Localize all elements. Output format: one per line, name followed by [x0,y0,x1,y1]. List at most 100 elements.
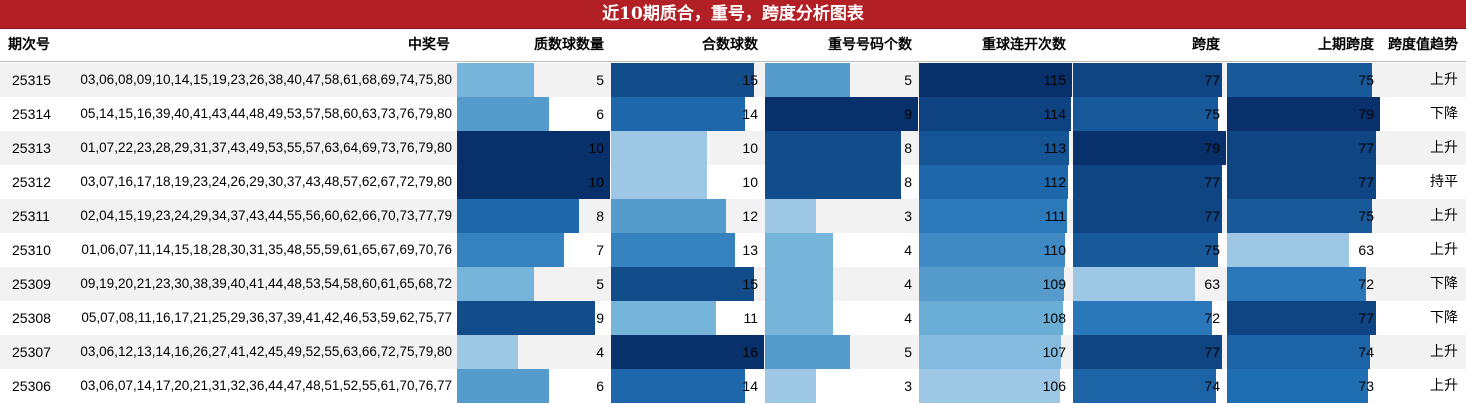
value-consecutive: 110 [1043,242,1066,258]
bar-composite [611,369,745,403]
value-span: 79 [1204,140,1220,156]
cell-issue: 25308 [12,310,51,326]
table-row: 25310 01,06,07,11,14,15,18,28,30,31,35,48… [0,233,1466,267]
value-repeat: 4 [904,276,912,292]
value-composite: 15 [742,276,758,292]
cell-trend: 上升 [1430,208,1458,224]
table-header: 期次号 中奖号 质数球数量 合数球数 重号号码个数 重球连开次数 跨度 上期跨度… [0,28,1466,62]
bar-composite [611,165,707,199]
value-prev-span: 72 [1358,276,1374,292]
value-prev-span: 77 [1358,174,1374,190]
bar-composite [611,233,735,267]
bar-prev-span [1227,63,1372,97]
value-prime: 7 [596,242,604,258]
cell-issue: 25306 [12,378,51,394]
bar-repeat [765,335,850,369]
value-span: 72 [1204,310,1220,326]
value-repeat: 5 [904,72,912,88]
bar-span [1073,335,1222,369]
cell-numbers: 09,19,20,21,23,30,38,39,40,41,44,48,53,5… [80,276,452,291]
value-repeat: 3 [904,378,912,394]
col-header-numbers: 中奖号 [408,37,450,53]
cell-trend: 下降 [1430,276,1458,292]
bar-consecutive [919,369,1060,403]
cell-trend: 持平 [1430,174,1458,190]
cell-numbers: 03,06,12,13,14,16,26,27,41,42,45,49,52,5… [80,344,452,359]
value-repeat: 4 [904,242,912,258]
bar-prev-span [1227,369,1368,403]
cell-issue: 25310 [12,242,51,258]
bar-span [1073,301,1212,335]
cell-issue: 25314 [12,106,51,122]
value-span: 77 [1204,72,1220,88]
value-span: 77 [1204,344,1220,360]
value-consecutive: 107 [1042,344,1066,360]
bar-span [1073,267,1195,301]
col-header-prev-span: 上期跨度 [1318,37,1374,53]
cell-numbers: 01,06,07,11,14,15,18,28,30,31,35,48,55,5… [81,242,452,257]
value-repeat: 8 [904,140,912,156]
table-row: 25312 03,07,16,17,18,19,23,24,26,29,30,37… [0,165,1466,199]
value-prev-span: 77 [1358,140,1374,156]
bar-prev-span [1227,131,1376,165]
col-header-trend: 跨度值趋势 [1388,37,1458,53]
table-row: 25307 03,06,12,13,14,16,26,27,41,42,45,49… [0,335,1466,369]
bar-composite [611,131,707,165]
col-header-repeat: 重号号码个数 [828,37,912,53]
value-composite: 10 [742,174,758,190]
col-header-composite: 合数球数 [702,37,758,53]
cell-numbers: 03,06,08,09,10,14,15,19,23,26,38,40,47,5… [80,72,452,87]
value-span: 77 [1204,174,1220,190]
bar-prev-span [1227,97,1380,131]
bar-consecutive [919,267,1064,301]
bar-prime [457,97,549,131]
value-composite: 11 [743,310,758,326]
bar-span [1073,63,1222,97]
bar-prev-span [1227,165,1376,199]
bar-composite [611,97,745,131]
cell-numbers: 02,04,15,19,23,24,29,34,37,43,44,55,56,6… [80,208,452,223]
bar-prev-span [1227,335,1370,369]
value-prev-span: 73 [1358,378,1374,394]
cell-issue: 25307 [12,344,51,360]
bar-span [1073,233,1218,267]
value-prev-span: 79 [1358,106,1374,122]
value-prime: 5 [596,72,604,88]
bar-consecutive [919,63,1072,97]
value-span: 75 [1204,242,1220,258]
bar-prev-span [1227,199,1372,233]
value-consecutive: 115 [1043,72,1066,88]
bar-prime [457,233,564,267]
value-repeat: 8 [904,174,912,190]
table-row: 25308 05,07,08,11,16,17,21,25,29,36,37,39… [0,301,1466,335]
bar-composite [611,63,754,97]
col-header-issue: 期次号 [8,37,50,53]
value-composite: 13 [742,242,758,258]
bar-repeat [765,97,918,131]
value-prev-span: 75 [1358,208,1374,224]
col-header-prime: 质数球数量 [534,37,604,53]
cell-issue: 25315 [12,72,51,88]
value-composite: 14 [742,106,758,122]
bar-consecutive [919,301,1063,335]
value-repeat: 5 [904,344,912,360]
bar-span [1073,199,1222,233]
bar-composite [611,301,716,335]
bar-repeat [765,131,901,165]
value-composite: 15 [742,72,758,88]
value-consecutive: 109 [1042,276,1066,292]
bar-prime [457,301,595,335]
cell-trend: 上升 [1430,140,1458,156]
value-composite: 16 [742,344,758,360]
bar-prime [457,335,518,369]
value-prev-span: 75 [1358,72,1374,88]
value-prime: 8 [596,208,604,224]
value-span: 75 [1204,106,1220,122]
value-consecutive: 112 [1043,174,1066,190]
cell-numbers: 05,14,15,16,39,40,41,43,44,48,49,53,57,5… [80,106,452,121]
col-header-span: 跨度 [1192,37,1220,53]
bar-consecutive [919,131,1069,165]
value-repeat: 4 [904,310,912,326]
value-prev-span: 74 [1358,344,1374,360]
cell-issue: 25312 [12,174,51,190]
